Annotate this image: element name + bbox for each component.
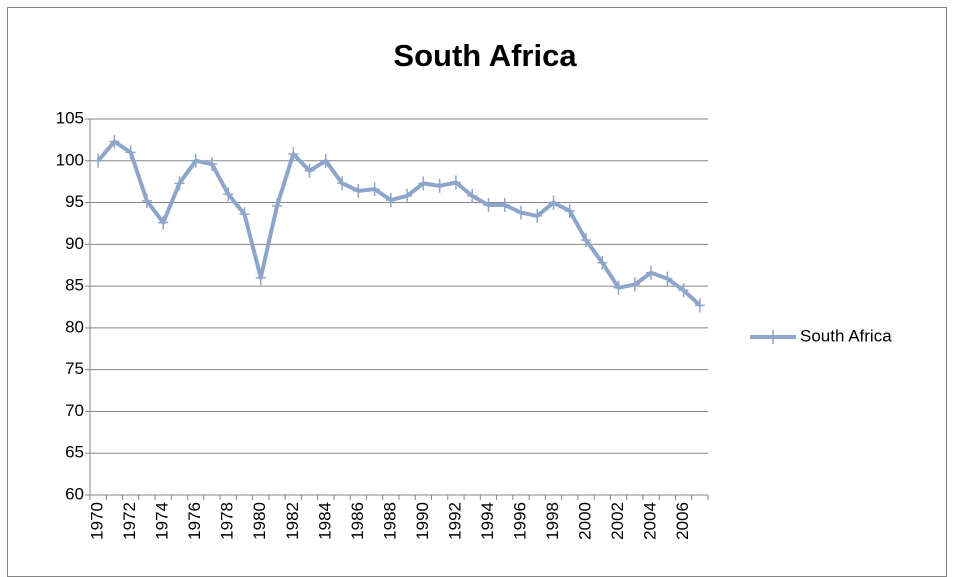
marker — [239, 207, 250, 222]
marker — [402, 188, 413, 203]
marker — [581, 233, 592, 248]
y-tick-label: 90 — [65, 234, 84, 253]
marker — [93, 153, 104, 168]
x-tick-label: 1990 — [413, 502, 432, 540]
marker — [255, 270, 266, 285]
x-tick-label: 1980 — [250, 502, 269, 540]
x-tick-label: 1970 — [88, 502, 107, 540]
y-tick-label: 100 — [56, 150, 84, 169]
marker — [369, 182, 380, 197]
x-tick-label: 1976 — [185, 502, 204, 540]
marker — [564, 203, 575, 218]
x-tick-label: 2004 — [641, 502, 660, 540]
marker — [450, 175, 461, 190]
y-tick-label: 60 — [65, 484, 84, 503]
y-tick-label: 70 — [65, 401, 84, 420]
y-tick-label: 85 — [65, 276, 84, 295]
marker — [141, 193, 152, 208]
marker — [515, 205, 526, 220]
marker — [385, 193, 396, 208]
x-tick-label: 2000 — [576, 502, 595, 540]
marker — [548, 195, 559, 210]
y-tick-label: 105 — [56, 108, 84, 127]
marker — [694, 298, 705, 313]
x-tick-label: 1988 — [380, 502, 399, 540]
marker — [613, 280, 624, 295]
legend-label: South Africa — [800, 326, 892, 345]
x-tick-label: 2002 — [608, 502, 627, 540]
marker — [483, 198, 494, 213]
x-tick-label: 1998 — [543, 502, 562, 540]
marker — [288, 147, 299, 162]
marker — [190, 153, 201, 168]
marker — [125, 145, 136, 160]
marker — [532, 208, 543, 223]
marker — [223, 187, 234, 202]
marker — [206, 157, 217, 172]
marker — [272, 198, 283, 213]
marker — [646, 265, 657, 280]
y-tick-label: 95 — [65, 192, 84, 211]
x-tick-label: 1984 — [315, 502, 334, 540]
marker — [304, 163, 315, 178]
x-tick-label: 1986 — [348, 502, 367, 540]
x-tick-label: 1978 — [218, 502, 237, 540]
y-tick-label: 80 — [65, 317, 84, 336]
marker — [629, 277, 640, 292]
marker — [337, 176, 348, 191]
x-tick-label: 1996 — [510, 502, 529, 540]
chart-border — [7, 7, 947, 577]
marker — [434, 178, 445, 193]
x-tick-label: 1982 — [283, 502, 302, 540]
x-tick-label: 2006 — [673, 502, 692, 540]
x-tick-label: 1992 — [445, 502, 464, 540]
marker — [418, 176, 429, 191]
marker — [597, 255, 608, 270]
marker — [662, 271, 673, 286]
x-tick-label: 1974 — [153, 502, 172, 540]
marker — [158, 215, 169, 230]
marker — [678, 283, 689, 298]
chart-title: South Africa — [393, 38, 577, 73]
x-tick-label: 1994 — [478, 502, 497, 540]
marker — [353, 183, 364, 198]
x-tick-label: 1972 — [120, 502, 139, 540]
y-tick-label: 75 — [65, 359, 84, 378]
marker — [467, 188, 478, 203]
legend-marker — [768, 330, 778, 344]
marker — [174, 176, 185, 191]
marker — [499, 198, 510, 213]
y-tick-label: 65 — [65, 443, 84, 462]
marker — [109, 134, 120, 149]
marker — [320, 153, 331, 168]
